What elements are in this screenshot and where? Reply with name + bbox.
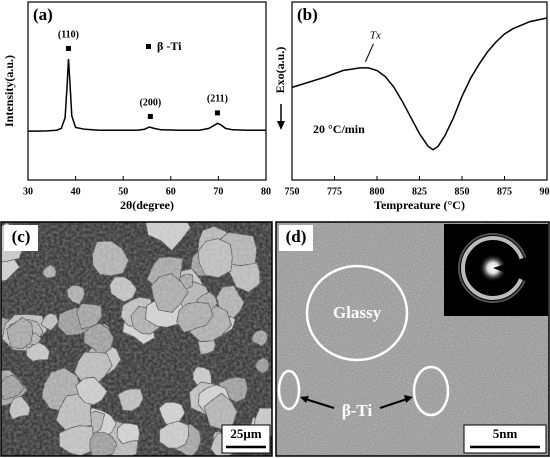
texture <box>1 222 272 456</box>
annotation: Tx <box>370 29 381 41</box>
arrow <box>379 397 411 409</box>
tem-image: Glassy β-Ti (d) 5nm <box>275 221 550 457</box>
image-frame <box>275 221 550 457</box>
scale-box <box>463 424 547 454</box>
x-axis-label: 2θ(degree) <box>120 198 174 212</box>
plot-frame <box>291 1 548 181</box>
panel-label: (b) <box>297 5 318 24</box>
label-box <box>30 4 68 26</box>
region-label: Glassy <box>333 303 382 322</box>
x-tick-label: 800 <box>370 186 385 197</box>
scale-label: 5nm <box>493 426 518 441</box>
x-tick-label: 900 <box>540 186 550 197</box>
x-tick-label: 750 <box>285 186 300 197</box>
region-label: β-Ti <box>342 401 373 420</box>
scale-label: 25μm <box>230 426 261 441</box>
x-tick-label: 875 <box>497 186 512 197</box>
glassy-region <box>305 264 409 362</box>
data-line <box>291 17 548 151</box>
plot-frame <box>27 1 267 181</box>
peak-marker <box>65 45 71 51</box>
y-axis-label: Intensity(a.u.) <box>2 55 16 127</box>
x-tick-label: 80 <box>261 186 271 197</box>
peak-label: (200) <box>139 97 161 108</box>
arrow-head <box>404 395 413 403</box>
sem-image: (c) 25μm <box>0 221 273 457</box>
arrow-head <box>300 396 309 403</box>
peak-marker <box>214 110 220 116</box>
crystal-region <box>412 365 450 417</box>
x-tick-label: 850 <box>455 186 470 197</box>
legend-label: β -Ti <box>157 39 182 53</box>
x-axis-label: Tempreature (°C) <box>374 198 465 212</box>
x-tick-label: 70 <box>213 186 223 197</box>
annotation-arrow <box>364 43 374 63</box>
peak-label: (110) <box>58 29 79 40</box>
annotation: 20 °C/min <box>313 122 365 136</box>
label-box <box>4 225 38 251</box>
x-tick-label: 50 <box>118 186 128 197</box>
peak-marker <box>147 113 153 119</box>
label-box <box>279 225 313 251</box>
x-tick-label: 775 <box>327 186 342 197</box>
crystal-region <box>277 369 301 411</box>
scale-box <box>221 424 271 454</box>
exo-arrow-head <box>277 121 285 130</box>
panel-label: (c) <box>12 227 31 246</box>
x-tick-label: 60 <box>166 186 176 197</box>
beam-stop <box>493 250 548 290</box>
label-box <box>294 4 332 26</box>
panel-label: (d) <box>286 227 307 246</box>
y-axis-label: Exo(a.u.) <box>273 47 287 94</box>
x-tick-label: 825 <box>412 186 427 197</box>
panel-label: (a) <box>33 5 53 24</box>
x-tick-label: 30 <box>23 186 33 197</box>
peak-label: (211) <box>207 94 228 105</box>
x-tick-label: 40 <box>71 186 81 197</box>
legend-marker <box>146 44 151 49</box>
data-line <box>28 58 266 132</box>
image-frame <box>0 221 273 457</box>
